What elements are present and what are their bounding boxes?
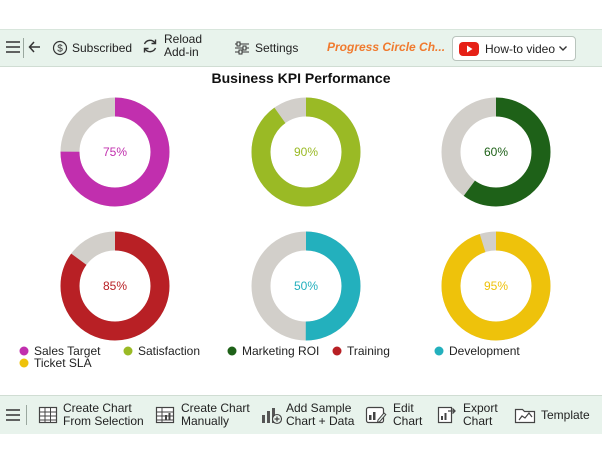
chart-title: Business KPI Performance	[211, 70, 391, 86]
settings-button[interactable]: Settings	[234, 40, 298, 56]
legend-item-training: Training	[332, 344, 390, 358]
legend-label: Satisfaction	[138, 344, 200, 358]
progress-label-sales-target: 75%	[103, 145, 127, 159]
create-selection-line2: From Selection	[63, 414, 144, 428]
progress-circle-development: 50%	[251, 231, 361, 341]
reload-icon	[143, 39, 157, 53]
top-toolbar: $ Subscribed Reload Add-in Settings Prog…	[0, 29, 602, 67]
progress-arc-development	[251, 231, 361, 341]
legend-label: Marketing ROI	[242, 344, 319, 358]
edit-chart-button[interactable]: Edit Chart	[365, 402, 422, 428]
add-sample-line1: Add Sample	[286, 401, 352, 415]
create-selection-line1: Create Chart	[63, 401, 132, 415]
progress-label-ticket-sla: 95%	[484, 279, 508, 293]
edit-chart-icon	[365, 406, 387, 424]
export-icon	[437, 406, 456, 424]
legend-item-sales-target: Sales Target	[19, 344, 101, 358]
legend-item-satisfaction: Satisfaction	[123, 344, 200, 358]
dollar-icon: $	[52, 40, 68, 56]
template-icon	[514, 408, 536, 424]
edit-chart-line1: Edit	[393, 401, 414, 415]
progress-label-satisfaction: 90%	[294, 145, 318, 159]
progress-arc-sales-target	[60, 97, 170, 207]
legend-label: Ticket SLA	[34, 356, 92, 370]
bottom-menu-icon[interactable]	[5, 407, 21, 423]
progress-arc-ticket-sla	[441, 231, 551, 341]
toolbar-divider	[23, 38, 24, 58]
add-sample-button[interactable]: Add Sample Chart + Data	[260, 402, 354, 428]
back-icon[interactable]	[27, 39, 43, 55]
bottom-divider	[26, 405, 27, 425]
create-manual-line1: Create Chart	[181, 401, 250, 415]
legend-item-ticket-sla: Ticket SLA	[19, 356, 92, 370]
progress-label-marketing-roi: 60%	[484, 145, 508, 159]
legend-item-marketing-roi: Marketing ROI	[227, 344, 319, 358]
progress-circle-training: 85%	[60, 231, 170, 341]
export-chart-line2: Chart	[463, 414, 493, 428]
howto-video-dropdown[interactable]: How-to video	[452, 36, 576, 61]
chart-table-icon	[155, 406, 175, 424]
progress-label-training: 85%	[103, 279, 127, 293]
progress-circle-ticket-sla: 95%	[441, 231, 551, 341]
sliders-icon	[235, 41, 249, 55]
legend-label: Training	[347, 344, 390, 358]
reload-addin-button[interactable]: Reload Add-in	[141, 33, 202, 59]
create-manual-line2: Manually	[181, 414, 230, 428]
subscribed-label: Subscribed	[72, 40, 133, 55]
subscribed-button[interactable]: $ Subscribed	[52, 40, 132, 56]
add-sample-line2: Chart + Data	[286, 414, 355, 428]
template-button[interactable]: Template	[514, 405, 590, 425]
legend-marker	[19, 346, 29, 356]
table-icon	[38, 406, 58, 424]
progress-circle-satisfaction: 90%	[251, 97, 361, 207]
edit-chart-line2: Chart	[393, 414, 423, 428]
legend-item-development: Development	[434, 344, 520, 358]
legend-marker	[227, 346, 237, 356]
menu-icon[interactable]	[5, 39, 21, 55]
brand-title: Progress Circle Ch...	[327, 40, 446, 54]
progress-arc-training	[60, 231, 170, 341]
create-manually-button[interactable]: Create Chart Manually	[155, 402, 250, 428]
legend-label: Development	[449, 344, 520, 358]
reload-label-line1: Reload	[164, 32, 203, 46]
chevron-down-icon	[559, 46, 567, 51]
kpi-chart: 75% 90% 60% 85% 50% 95% Sales Target Satisfacti…	[19, 97, 551, 370]
reload-label-line2: Add-in	[164, 45, 199, 59]
legend-marker	[123, 346, 133, 356]
create-from-selection-button[interactable]: Create Chart From Selection	[38, 402, 144, 428]
template-label: Template	[541, 407, 590, 422]
export-chart-button[interactable]: Export Chart	[437, 402, 498, 428]
bottom-toolbar: Create Chart From Selection Create Chart…	[0, 395, 602, 434]
youtube-icon	[459, 41, 479, 56]
svg-text:$: $	[57, 44, 63, 55]
sample-chart-icon	[262, 408, 282, 425]
legend-marker	[332, 346, 342, 356]
export-chart-line1: Export	[463, 401, 498, 415]
chart-area: Business KPI Performance 75% 90% 60% 85% 50%…	[0, 66, 602, 394]
legend-marker	[19, 358, 29, 368]
legend-label: Sales Target	[34, 344, 101, 358]
progress-arc-marketing-roi	[441, 97, 551, 207]
progress-label-development: 50%	[294, 279, 318, 293]
progress-circle-sales-target: 75%	[60, 97, 170, 207]
howto-label: How-to video	[485, 41, 556, 56]
settings-label: Settings	[255, 40, 299, 55]
progress-circle-marketing-roi: 60%	[441, 97, 551, 207]
progress-arc-satisfaction	[251, 97, 361, 207]
legend-marker	[434, 346, 444, 356]
